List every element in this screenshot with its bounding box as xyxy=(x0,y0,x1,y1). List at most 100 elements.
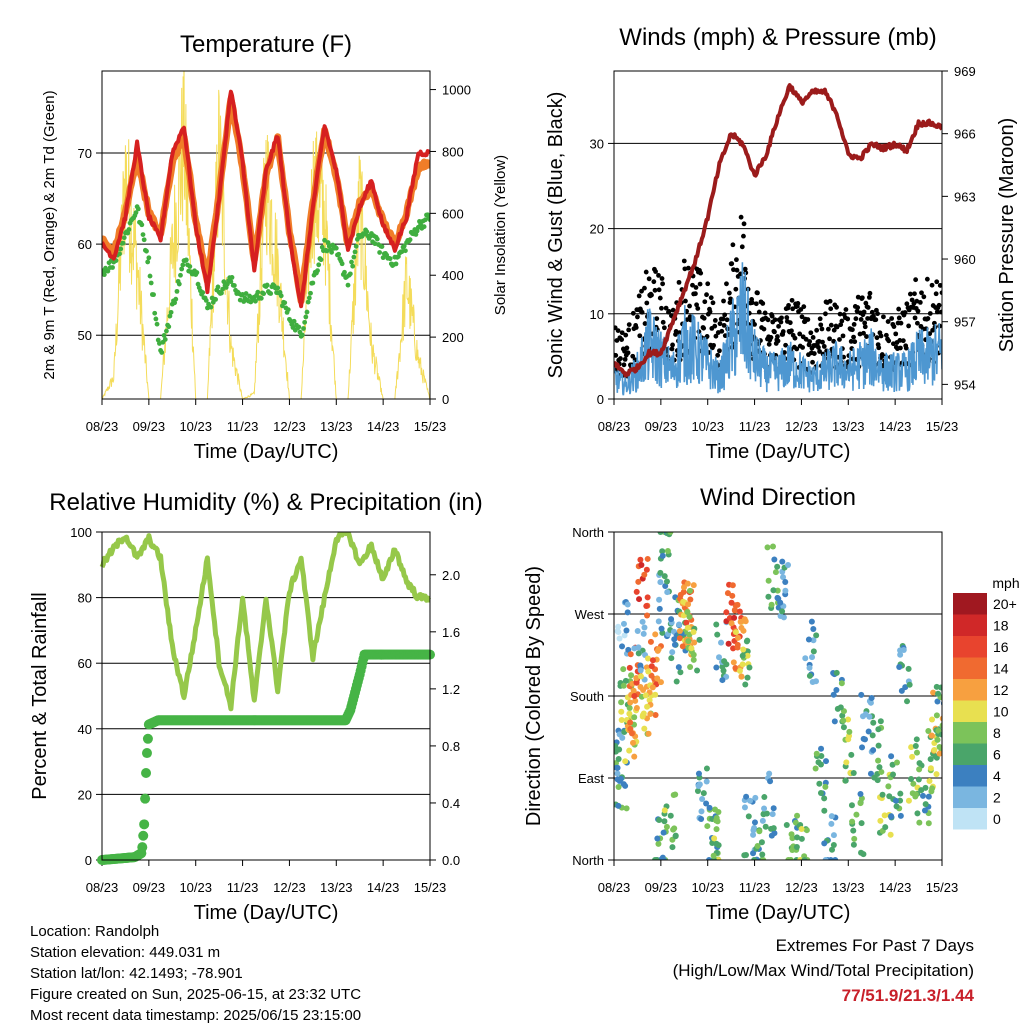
gust-point xyxy=(915,308,921,314)
legend-swatch xyxy=(953,722,987,744)
gust-point xyxy=(768,334,774,340)
dewpoint-point xyxy=(178,272,183,278)
direction-point xyxy=(694,787,701,794)
direction-point xyxy=(638,562,645,569)
dewpoint-point xyxy=(401,243,407,249)
direction-point xyxy=(843,759,850,766)
gust-point xyxy=(861,309,867,315)
direction-point xyxy=(944,703,950,709)
direction-point xyxy=(850,841,857,848)
direction-point xyxy=(869,732,876,739)
direction-point xyxy=(912,742,919,749)
direction-point xyxy=(908,776,915,783)
direction-point xyxy=(858,691,865,698)
gust-point xyxy=(749,300,755,306)
direction-point xyxy=(875,726,882,733)
legend-swatch xyxy=(953,700,987,722)
direction-point xyxy=(746,664,753,671)
direction-point xyxy=(821,795,828,802)
direction-point xyxy=(925,820,932,827)
direction-point xyxy=(696,636,703,643)
gust-point xyxy=(656,273,661,278)
gust-point xyxy=(670,342,675,348)
direction-point xyxy=(905,665,912,672)
gust-point xyxy=(803,336,809,342)
direction-point xyxy=(810,637,817,644)
gust-point xyxy=(614,352,619,358)
dewpoint-point xyxy=(162,337,168,342)
dewpoint-point xyxy=(166,324,172,330)
dewpoint-point xyxy=(153,316,159,322)
direction-point xyxy=(765,577,772,584)
gust-point xyxy=(921,294,927,300)
direction-point xyxy=(779,558,786,565)
direction-point xyxy=(879,791,886,798)
direction-point xyxy=(770,587,777,594)
legend-swatch xyxy=(953,593,987,615)
direction-point xyxy=(729,592,736,599)
chart-panel-2: Winds (mph) & Pressure (mb) Time (Day/UTC… xyxy=(545,24,1018,463)
direction-point xyxy=(657,569,664,576)
gust-point xyxy=(694,302,699,308)
direction-point xyxy=(829,846,836,853)
gust-point xyxy=(772,329,777,335)
direction-point xyxy=(652,691,659,698)
dewpoint-point xyxy=(308,290,313,296)
x-tick-label: 12/23 xyxy=(785,880,818,895)
dewpoint-point xyxy=(299,332,305,338)
direction-point xyxy=(615,623,622,630)
direction-point xyxy=(728,599,735,606)
direction-point xyxy=(615,802,622,809)
direction-point xyxy=(808,618,815,625)
plot-area xyxy=(102,71,430,399)
precip-point xyxy=(141,768,152,779)
x-tick-label: 13/23 xyxy=(320,419,353,434)
direction-point xyxy=(616,635,623,642)
direction-point xyxy=(769,543,776,550)
gust-point xyxy=(827,336,832,342)
direction-point xyxy=(687,664,694,671)
direction-point xyxy=(823,758,830,765)
gust-point xyxy=(729,261,735,267)
dewpoint-point xyxy=(229,275,235,280)
direction-point xyxy=(672,833,679,840)
direction-point xyxy=(740,646,747,653)
direction-point xyxy=(619,734,626,741)
gust-point xyxy=(695,306,701,311)
direction-point xyxy=(685,601,692,608)
direction-point xyxy=(627,719,634,726)
direction-point xyxy=(657,532,664,535)
direction-point xyxy=(817,790,824,797)
x-tick-label: 08/23 xyxy=(598,419,631,434)
direction-point xyxy=(691,639,698,646)
recent-text: Most recent data timestamp: 2025/06/15 2… xyxy=(30,1007,362,1024)
x-tick-label: 08/23 xyxy=(86,419,119,434)
direction-point xyxy=(744,674,751,681)
chart-title: Winds (mph) & Pressure (mb) xyxy=(619,24,936,51)
gust-point xyxy=(925,316,931,321)
y-tick-label: 30 xyxy=(590,136,604,151)
gust-point xyxy=(939,309,942,315)
series-relative-humidity xyxy=(99,532,432,712)
direction-point xyxy=(700,790,707,797)
dewpoint-point xyxy=(110,265,115,270)
dewpoint-point xyxy=(221,279,227,285)
direction-point xyxy=(687,596,694,603)
y-tick-label: South xyxy=(570,689,604,704)
direction-point xyxy=(645,730,652,737)
direction-point xyxy=(751,857,758,860)
dewpoint-point xyxy=(322,237,327,243)
direction-point xyxy=(926,778,933,785)
gust-point xyxy=(708,295,714,301)
legend-swatch xyxy=(953,743,987,765)
gust-point xyxy=(828,306,834,312)
direction-point xyxy=(813,678,820,685)
elevation-text: Station elevation: 449.031 m xyxy=(30,944,221,961)
gust-point xyxy=(934,279,940,285)
direction-point xyxy=(788,831,795,838)
direction-point xyxy=(809,654,816,661)
gust-point xyxy=(685,265,691,271)
gust-point xyxy=(915,320,920,326)
dewpoint-point xyxy=(126,227,132,232)
